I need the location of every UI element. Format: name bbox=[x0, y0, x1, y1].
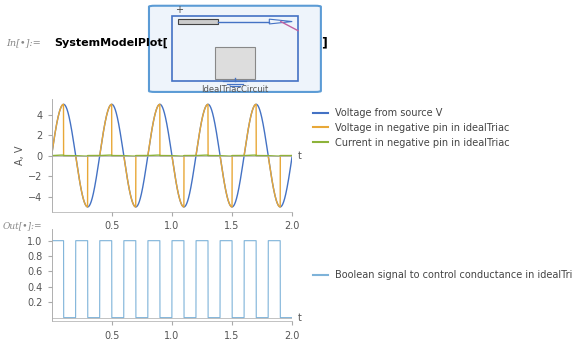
Bar bbox=[215, 47, 255, 79]
Text: t: t bbox=[299, 150, 302, 161]
Text: ]: ] bbox=[321, 37, 327, 50]
FancyBboxPatch shape bbox=[149, 6, 321, 92]
Bar bbox=[178, 19, 218, 24]
Y-axis label: A, V: A, V bbox=[15, 146, 25, 166]
Legend: Boolean signal to control conductance in idealTriac: Boolean signal to control conductance in… bbox=[309, 266, 573, 284]
Text: SystemModelPlot[: SystemModelPlot[ bbox=[54, 38, 168, 48]
Text: Out[•]:=: Out[•]:= bbox=[3, 221, 42, 230]
Text: IdealTriacCircuit: IdealTriacCircuit bbox=[201, 85, 269, 94]
Text: In[•]:=: In[•]:= bbox=[6, 39, 41, 48]
Bar bbox=[172, 16, 298, 81]
Text: t: t bbox=[299, 313, 302, 323]
Legend: Voltage from source V, Voltage in negative pin in idealTriac, Current in negativ: Voltage from source V, Voltage in negati… bbox=[309, 104, 514, 152]
Text: +: + bbox=[175, 5, 183, 15]
